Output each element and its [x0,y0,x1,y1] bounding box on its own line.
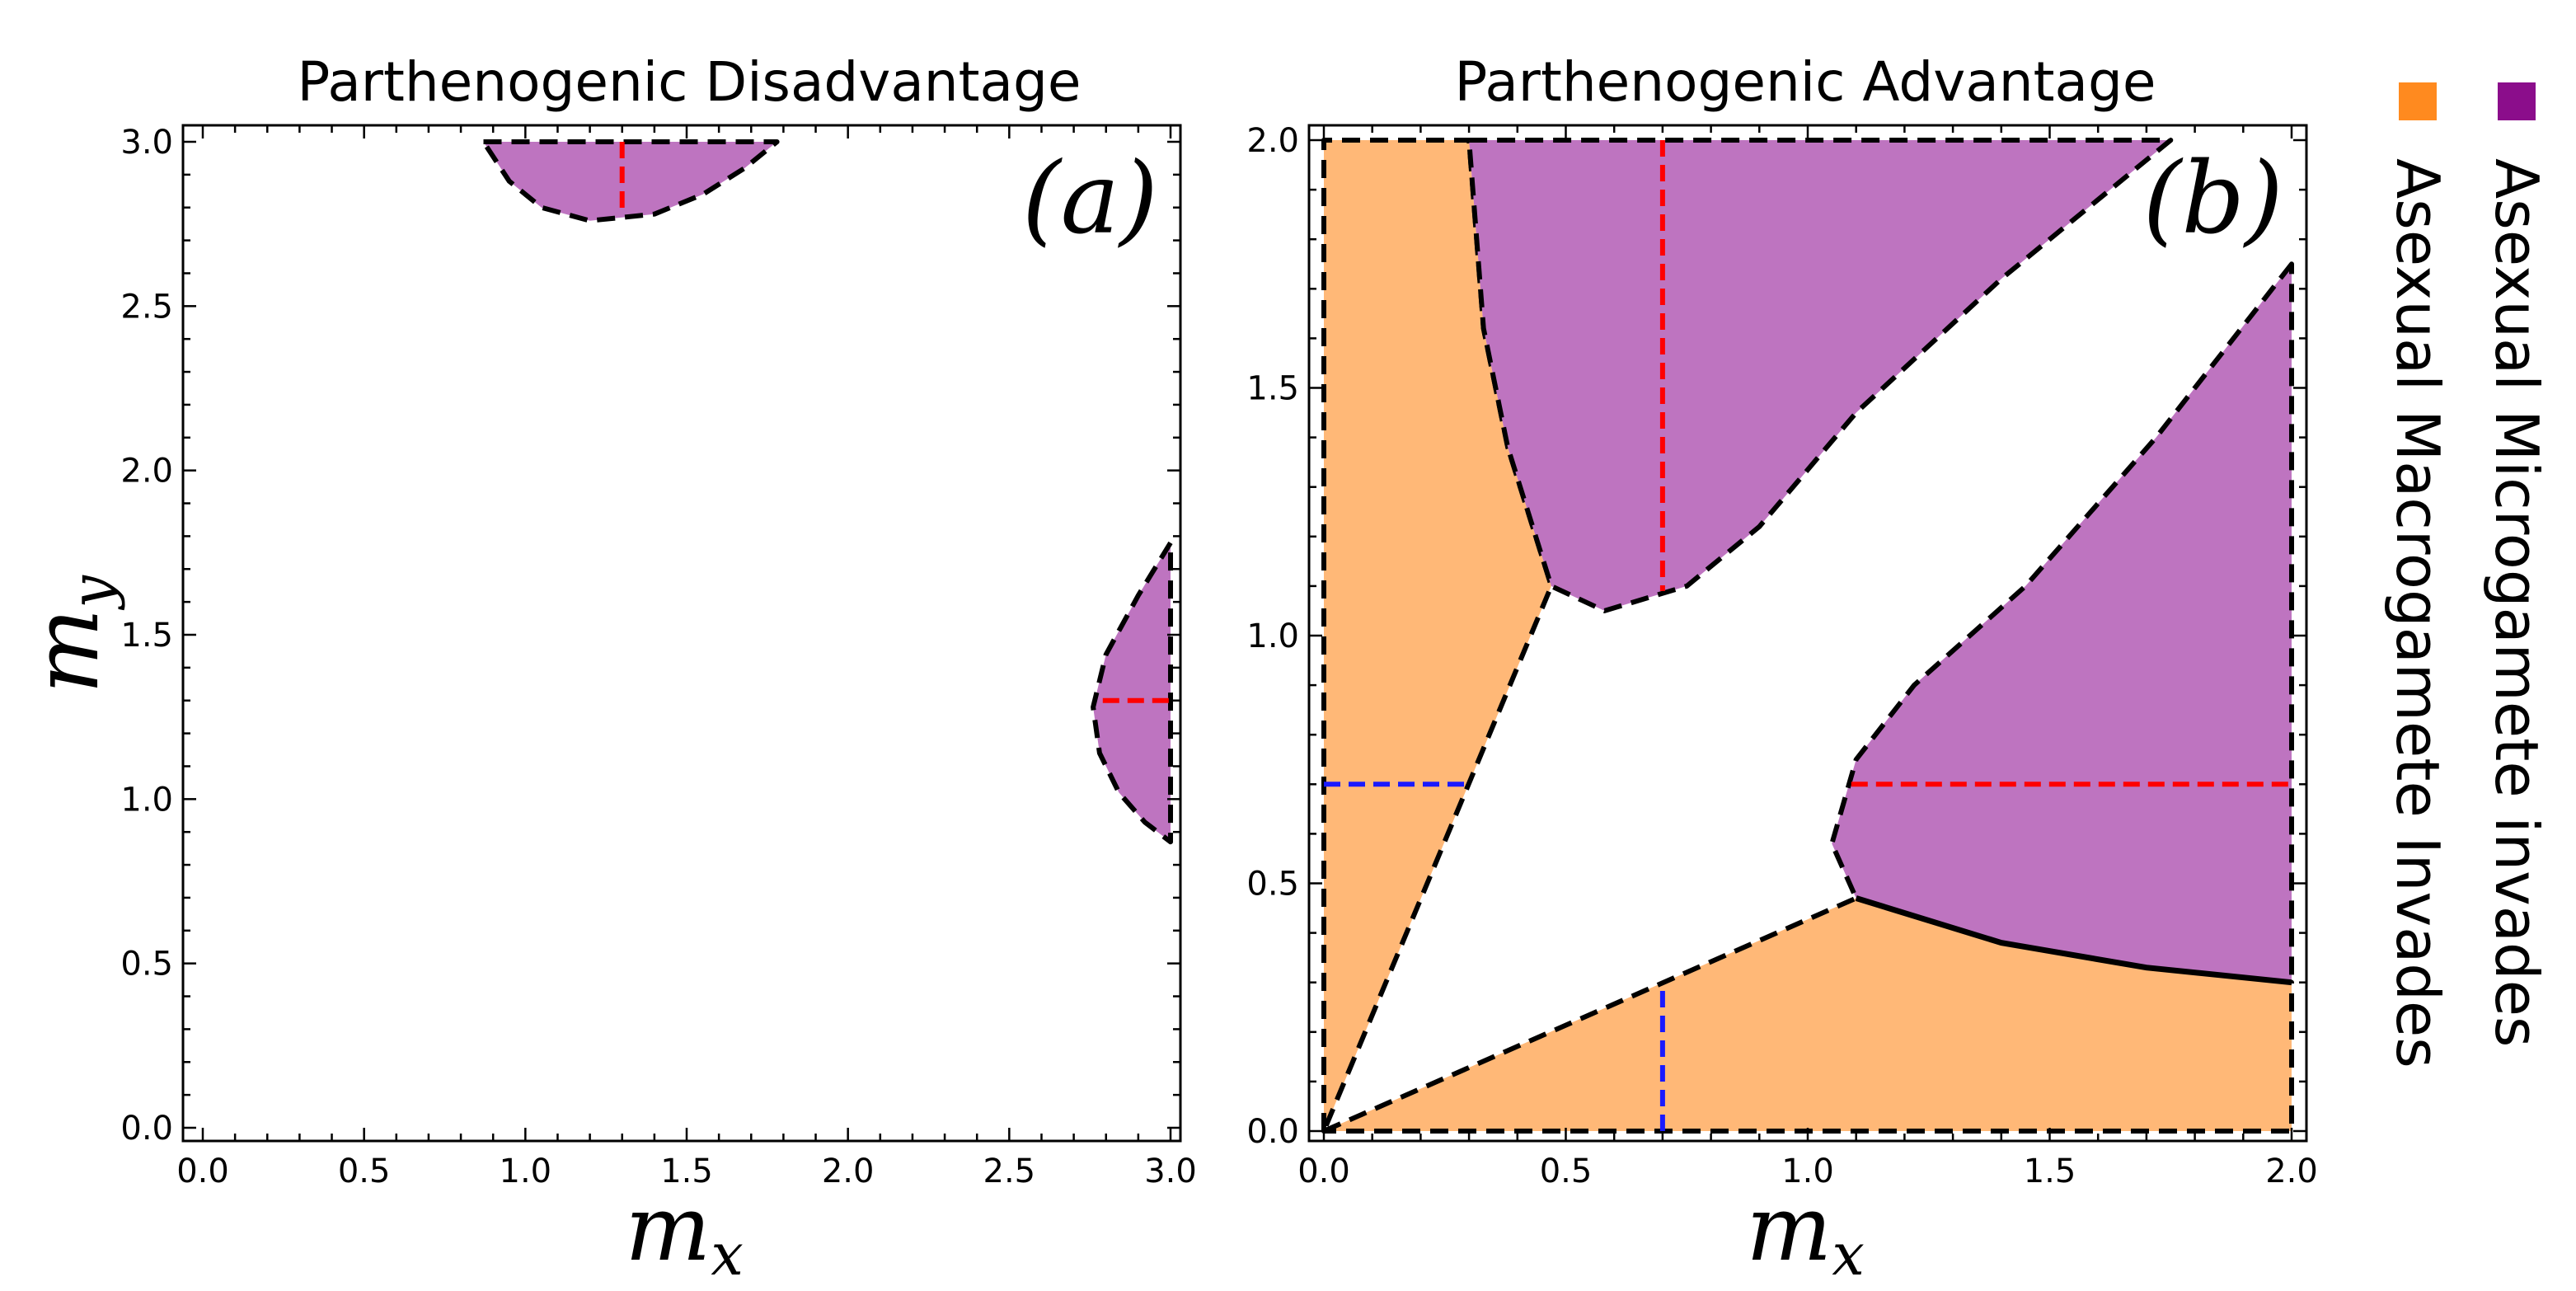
panel-b-ticks: 0.0 0.5 1.0 1.5 2.0 0.0 0.5 1.0 1.5 2.0 [1246,122,2317,1190]
y-tick-label: 2.5 [120,288,173,326]
y-tick-label: 0.5 [120,946,173,984]
panel-b-lines [1324,140,2292,1131]
region-purple-0 [481,139,780,223]
legend: Asexual Microgamete invades Asexual Macr… [2383,82,2551,1068]
panel-b-title: Parthenogenic Advantage [1455,50,2156,114]
x-tick-label: 2.0 [2265,1153,2318,1190]
y-tick-label: 1.0 [120,781,173,819]
x-tick-label: 1.0 [1781,1153,1834,1190]
y-tick-label: 0.0 [1246,1113,1299,1151]
panel-a-regions [481,139,1173,845]
x-tick-label: 0.0 [1297,1153,1350,1190]
y-tick-label: 0.0 [120,1110,173,1148]
y-tick-label: 2.0 [120,453,173,491]
y-tick-label: 3.0 [120,124,173,162]
panel-a: Parthenogenic Disadvantage 0.0 0.5 1.0 1.5 2… [13,50,1197,1289]
x-tick-label: 2.5 [983,1153,1036,1190]
panel-a-label: (a) [1022,142,1158,256]
x-tick-label: 1.0 [500,1153,552,1190]
x-tick-label: 1.5 [2024,1153,2076,1190]
x-tick-label: 2.0 [822,1153,875,1190]
panel-a-ylabel: my [13,575,126,694]
legend-swatch-micro [2498,82,2536,120]
y-tick-label: 1.0 [1246,617,1299,655]
region-purple-1 [1091,540,1173,845]
region-purple-2 [1466,138,2174,613]
x-tick-label: 1.5 [660,1153,713,1190]
legend-swatch-macro [2399,82,2437,120]
y-tick-label: 0.5 [1246,866,1299,904]
region-purple-3 [1829,261,2294,985]
panel-a-ticks: 0.0 0.5 1.0 1.5 2.0 2.5 3.0 0.0 0.5 1.0 1.5 2.0 2.5 3… [120,124,1196,1190]
panel-b: Parthenogenic Advantage 0.0 0.5 1.0 1.5 2.00… [1246,50,2317,1289]
legend-label-macro: Asexual Macrogamete Invades [2383,158,2452,1068]
y-tick-label: 2.0 [1246,122,1299,160]
panel-b-regions [1321,138,2294,1134]
x-tick-label: 0.5 [1540,1153,1593,1190]
x-tick-label: 0.0 [176,1153,229,1190]
panel-a-lines [619,142,1171,703]
solid-boundary [1855,895,2292,986]
panel-a-title: Parthenogenic Disadvantage [298,50,1082,114]
legend-label-micro: Asexual Microgamete invades [2482,158,2551,1047]
y-tick-label: 1.5 [1246,370,1299,408]
panel-b-xlabel: mx [1746,1176,1865,1289]
y-tick-label: 1.5 [120,617,173,655]
x-tick-label: 0.5 [338,1153,391,1190]
panel-a-frame [181,124,1182,1143]
panel-b-label: (b) [2143,142,2283,256]
panel-a-xlabel: mx [625,1176,744,1289]
x-tick-label: 3.0 [1144,1153,1197,1190]
